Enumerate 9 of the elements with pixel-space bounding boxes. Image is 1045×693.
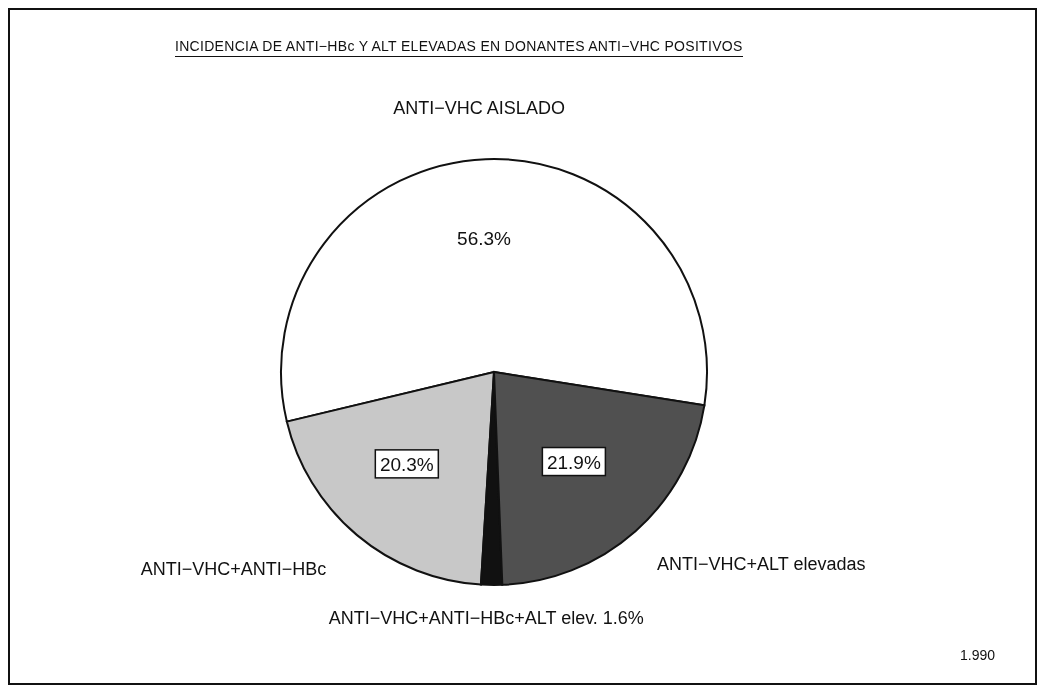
text: 1.990 — [959, 647, 995, 663]
data-label: 56.3% — [457, 228, 512, 250]
slice-label: ANTI−VHC+ANTI−HBc — [140, 558, 327, 579]
chart-title: INCIDENCIA DE ANTI−HBc Y ALT ELEVADAS EN DONANTES ANTI−VHC POSITIVOS — [175, 38, 743, 57]
slice-label: ANTI−VHC+ALT elevadas — [657, 554, 866, 575]
data-label: 21.9% — [546, 451, 601, 473]
slice-label: ANTI−VHC+ANTI−HBc+ALT elev. 1.6% — [328, 607, 644, 628]
slice-label: ANTI−VHC AISLADO — [393, 98, 565, 119]
data-label: 20.3% — [379, 453, 434, 475]
